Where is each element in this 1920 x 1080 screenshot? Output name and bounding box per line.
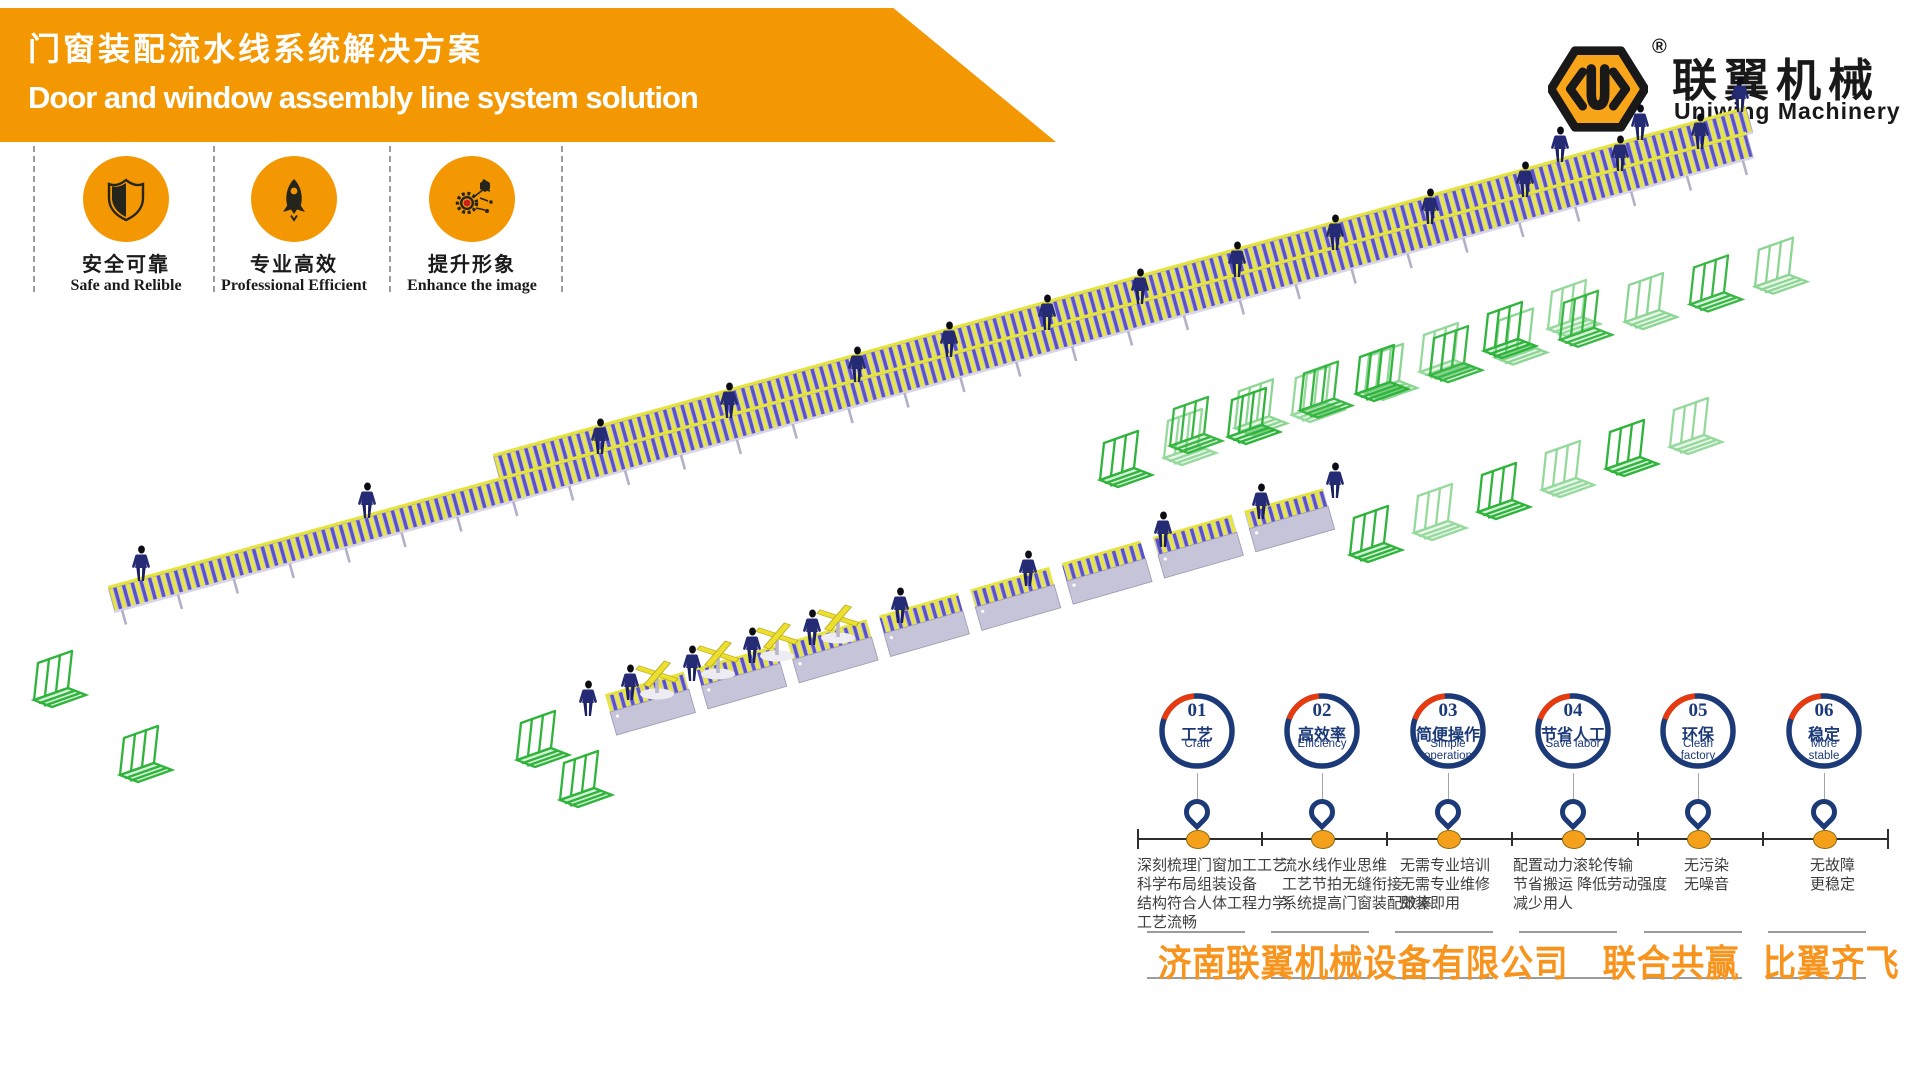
timeline-dot xyxy=(1311,830,1335,849)
slogan-2: 比翼齐飞 xyxy=(1762,943,1900,984)
dash-rule-top xyxy=(1147,931,1907,933)
dash-rule-bottom xyxy=(1147,977,1907,979)
registered-mark: ® xyxy=(1652,36,1667,58)
timeline xyxy=(1137,838,1889,840)
timeline-dot xyxy=(1437,830,1461,849)
benefit-label-zh: 工艺 xyxy=(1180,727,1213,744)
map-pin-icon xyxy=(1805,793,1843,831)
map-pin-icon xyxy=(1554,793,1592,831)
benefit-ring xyxy=(1159,693,1235,769)
benefit-ring xyxy=(1786,693,1862,769)
benefit-number: 01 xyxy=(1187,700,1207,721)
timeline-dot xyxy=(1186,830,1210,849)
benefit-ring xyxy=(1284,693,1360,769)
benefit-ring xyxy=(1660,693,1736,769)
benefit-description: 配置动力滚轮传输 节省搬运 降低劳动强度 减少用人 xyxy=(1513,857,1668,912)
benefit-description: 无污染 无噪音 xyxy=(1684,857,1730,893)
brand-name-zh: 联翼机械 xyxy=(1672,55,1881,106)
map-pin-icon xyxy=(1679,793,1717,831)
timeline-dot xyxy=(1562,830,1586,849)
divider xyxy=(33,146,35,292)
benefit-description: 深刻梳理门窗加工工艺 科学布局组装设备 结构符合人体工程力学 工艺流畅 xyxy=(1137,857,1288,931)
timeline-dot xyxy=(1687,830,1711,849)
map-pin-icon xyxy=(1429,793,1467,831)
page-title-zh: 门窗装配流水线系统解决方案 xyxy=(28,31,484,67)
benefit-ring xyxy=(1535,693,1611,769)
map-pin-icon xyxy=(1178,793,1216,831)
benefit-description: 流水线作业思维 工艺节拍无缝衔接 系统提高门窗装配效率 xyxy=(1282,857,1433,912)
company-name: 济南联翼机械设备有限公司 xyxy=(1158,943,1569,984)
benefit-description: 无需专业培训 无需专业维修 即装即用 xyxy=(1400,857,1491,912)
benefit-description: 无故障 更稳定 xyxy=(1810,857,1856,893)
benefit-label-en: Craft xyxy=(1184,738,1210,750)
timeline-dot xyxy=(1813,830,1837,849)
slogan-1: 联合共赢 xyxy=(1602,943,1740,984)
company-slogan-line: 济南联翼机械设备有限公司 联合共赢 比翼齐飞 xyxy=(1158,933,1900,987)
benefit-ring xyxy=(1410,693,1486,769)
map-pin-icon xyxy=(1303,793,1341,831)
